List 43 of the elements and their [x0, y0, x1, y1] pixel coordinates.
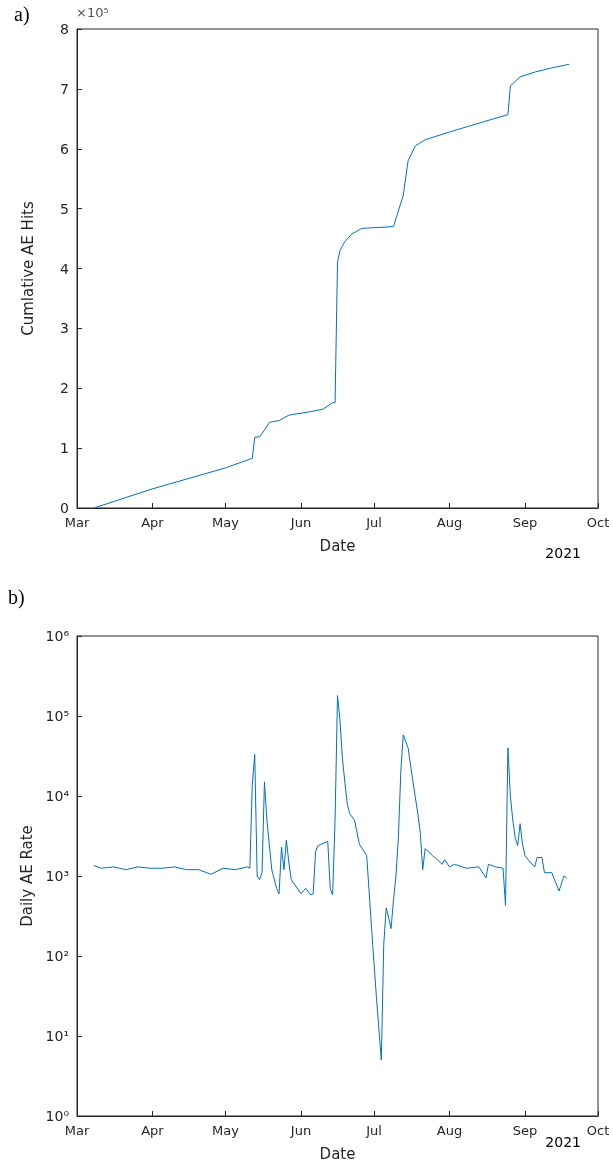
y-tick-label: 6 [60, 140, 70, 157]
y-tick-label: 2 [60, 380, 69, 397]
y-tick-label: 0 [60, 500, 69, 516]
text: a) [14, 3, 30, 26]
y-tick-label: 10¹ [45, 1028, 69, 1044]
y-tick-label: 8 [60, 21, 69, 37]
y-tick-label: 5 [60, 200, 69, 217]
x-tick-label: Oct [586, 515, 610, 530]
x-tick-label: May [212, 1123, 240, 1138]
x-tick-label: Oct [586, 1123, 610, 1138]
y-tick-label: 10⁵ [45, 708, 69, 724]
y-tick-label: 10⁰ [45, 1108, 70, 1124]
line-series [93, 63, 570, 509]
x-axis-title: Date [319, 1144, 356, 1163]
x-tick-label: Sep [512, 1123, 538, 1138]
x-tick-label: Jul [365, 1123, 382, 1138]
y-tick-label: 10⁴ [45, 788, 70, 804]
x-tick-label: Apr [141, 1123, 165, 1138]
y-axis-title: Daily AE Rate [18, 825, 37, 927]
y-tick-label: 10⁶ [45, 628, 70, 644]
text: ×10⁵ [76, 5, 109, 20]
x-tick-label: Jul [365, 515, 382, 530]
text: 2021 [545, 1134, 582, 1150]
x-tick-label: Jun [289, 1123, 312, 1138]
text: b) [8, 586, 25, 609]
y-tick-label: 10³ [45, 868, 69, 884]
y-tick-label: 7 [60, 80, 69, 97]
x-tick-label: Aug [436, 1123, 463, 1138]
x-tick-label: Jun [289, 515, 312, 530]
x-tick-label: Sep [512, 515, 538, 530]
x-tick-label: Mar [64, 1123, 90, 1138]
y-tick-label: 4 [60, 260, 70, 277]
x-axis-title: Date [319, 536, 356, 555]
y-axis-title: Cumlative AE Hits [18, 201, 37, 336]
x-tick-label: May [212, 515, 240, 530]
y-tick-label: 1 [60, 440, 69, 457]
x-tick-label: Aug [436, 515, 463, 530]
x-tick-label: Apr [141, 515, 165, 530]
text: 2021 [545, 545, 582, 561]
line-series [93, 695, 567, 1061]
y-tick-label: 10² [45, 948, 69, 964]
y-tick-label: 3 [60, 320, 69, 337]
x-tick-label: Mar [64, 515, 90, 530]
